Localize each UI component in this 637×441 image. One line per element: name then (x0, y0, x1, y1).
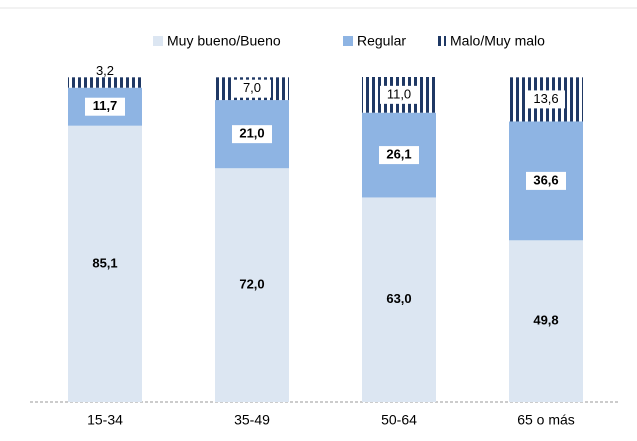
legend-swatch (343, 36, 353, 46)
data-label: 3,2 (96, 63, 114, 78)
data-label: 36,6 (533, 172, 558, 187)
x-tick-label: 35-49 (234, 412, 270, 428)
label-box (526, 171, 566, 190)
data-label: 63,0 (386, 291, 411, 306)
data-label: 13,6 (533, 91, 558, 106)
label-box (232, 125, 272, 144)
data-label: 85,1 (92, 255, 117, 270)
data-label: 49,8 (533, 313, 558, 328)
data-label: 21,0 (239, 126, 264, 141)
bar-segment (68, 77, 142, 88)
data-label: 26,1 (386, 147, 411, 162)
label-box (85, 97, 125, 116)
x-tick-label: 15-34 (87, 412, 123, 428)
bar-segment (362, 197, 436, 402)
label-box (380, 85, 418, 104)
data-label: 72,0 (239, 277, 264, 292)
legend-label: Malo/Muy malo (450, 33, 545, 49)
bar-segment (68, 125, 142, 403)
legend-label: Regular (357, 33, 406, 49)
data-label: 7,0 (243, 80, 261, 95)
x-tick-label: 50-64 (381, 412, 417, 428)
label-box (527, 90, 565, 109)
data-label: 11,7 (93, 98, 118, 113)
x-tick-label: 65 o más (517, 412, 575, 428)
data-label: 11,0 (387, 86, 411, 101)
label-box (233, 79, 271, 98)
bar-segment (509, 240, 583, 402)
label-box (379, 146, 419, 165)
legend-swatch (153, 36, 163, 46)
bar-segment (215, 168, 289, 402)
legend-label: Muy bueno/Bueno (167, 33, 281, 49)
legend-swatch (436, 36, 446, 46)
